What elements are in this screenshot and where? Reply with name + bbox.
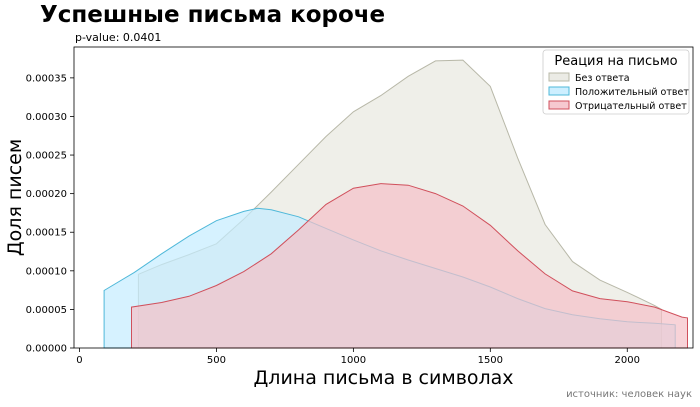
legend-swatch: [548, 100, 570, 110]
y-tick-label: 0.00030: [26, 112, 67, 123]
legend-title: Реация на письмо: [554, 54, 677, 69]
y-tick-label: 0.00020: [26, 189, 67, 200]
y-tick-label: 0.00025: [26, 151, 67, 162]
legend: Реация на письмо Без ответа Положительный…: [542, 49, 690, 115]
y-tick-label: 0.00000: [26, 344, 67, 355]
chart-subtitle: p-value: 0.0401: [75, 31, 162, 44]
x-tick-label: 1000: [341, 355, 366, 366]
y-axis-label: Доля писем: [4, 139, 26, 256]
chart-title: Успешные письма короче: [40, 2, 386, 28]
y-tick-label: 0.00010: [26, 266, 67, 277]
y-tick-label: 0.00005: [26, 305, 67, 316]
x-axis: 0 500 1000 1500 2000: [76, 348, 640, 366]
y-tick-label: 0.00035: [26, 73, 67, 84]
y-axis: 0.00000 0.00005 0.00010 0.00015 0.00020 0.000…: [26, 73, 74, 355]
source-note: источник: человек наук: [566, 389, 692, 400]
legend-label: Отрицательный ответ: [575, 101, 687, 112]
legend-label: Положительный ответ: [575, 87, 689, 98]
series-areas: [103, 59, 688, 349]
y-tick-label: 0.00015: [26, 228, 67, 239]
legend-label: Без ответа: [575, 73, 630, 84]
x-tick-label: 500: [207, 355, 226, 366]
x-axis-label: Длина письма в символах: [253, 367, 513, 389]
series-area-2: [131, 183, 688, 349]
legend-swatch: [548, 86, 570, 96]
plot-frame: [73, 46, 694, 349]
x-tick-label: 2000: [615, 355, 640, 366]
legend-box: [542, 49, 690, 115]
legend-items: Без ответа Положительный ответ Отрицательн…: [548, 72, 689, 112]
x-tick-label: 0: [76, 355, 82, 366]
x-tick-label: 1500: [478, 355, 503, 366]
legend-swatch: [548, 72, 570, 82]
